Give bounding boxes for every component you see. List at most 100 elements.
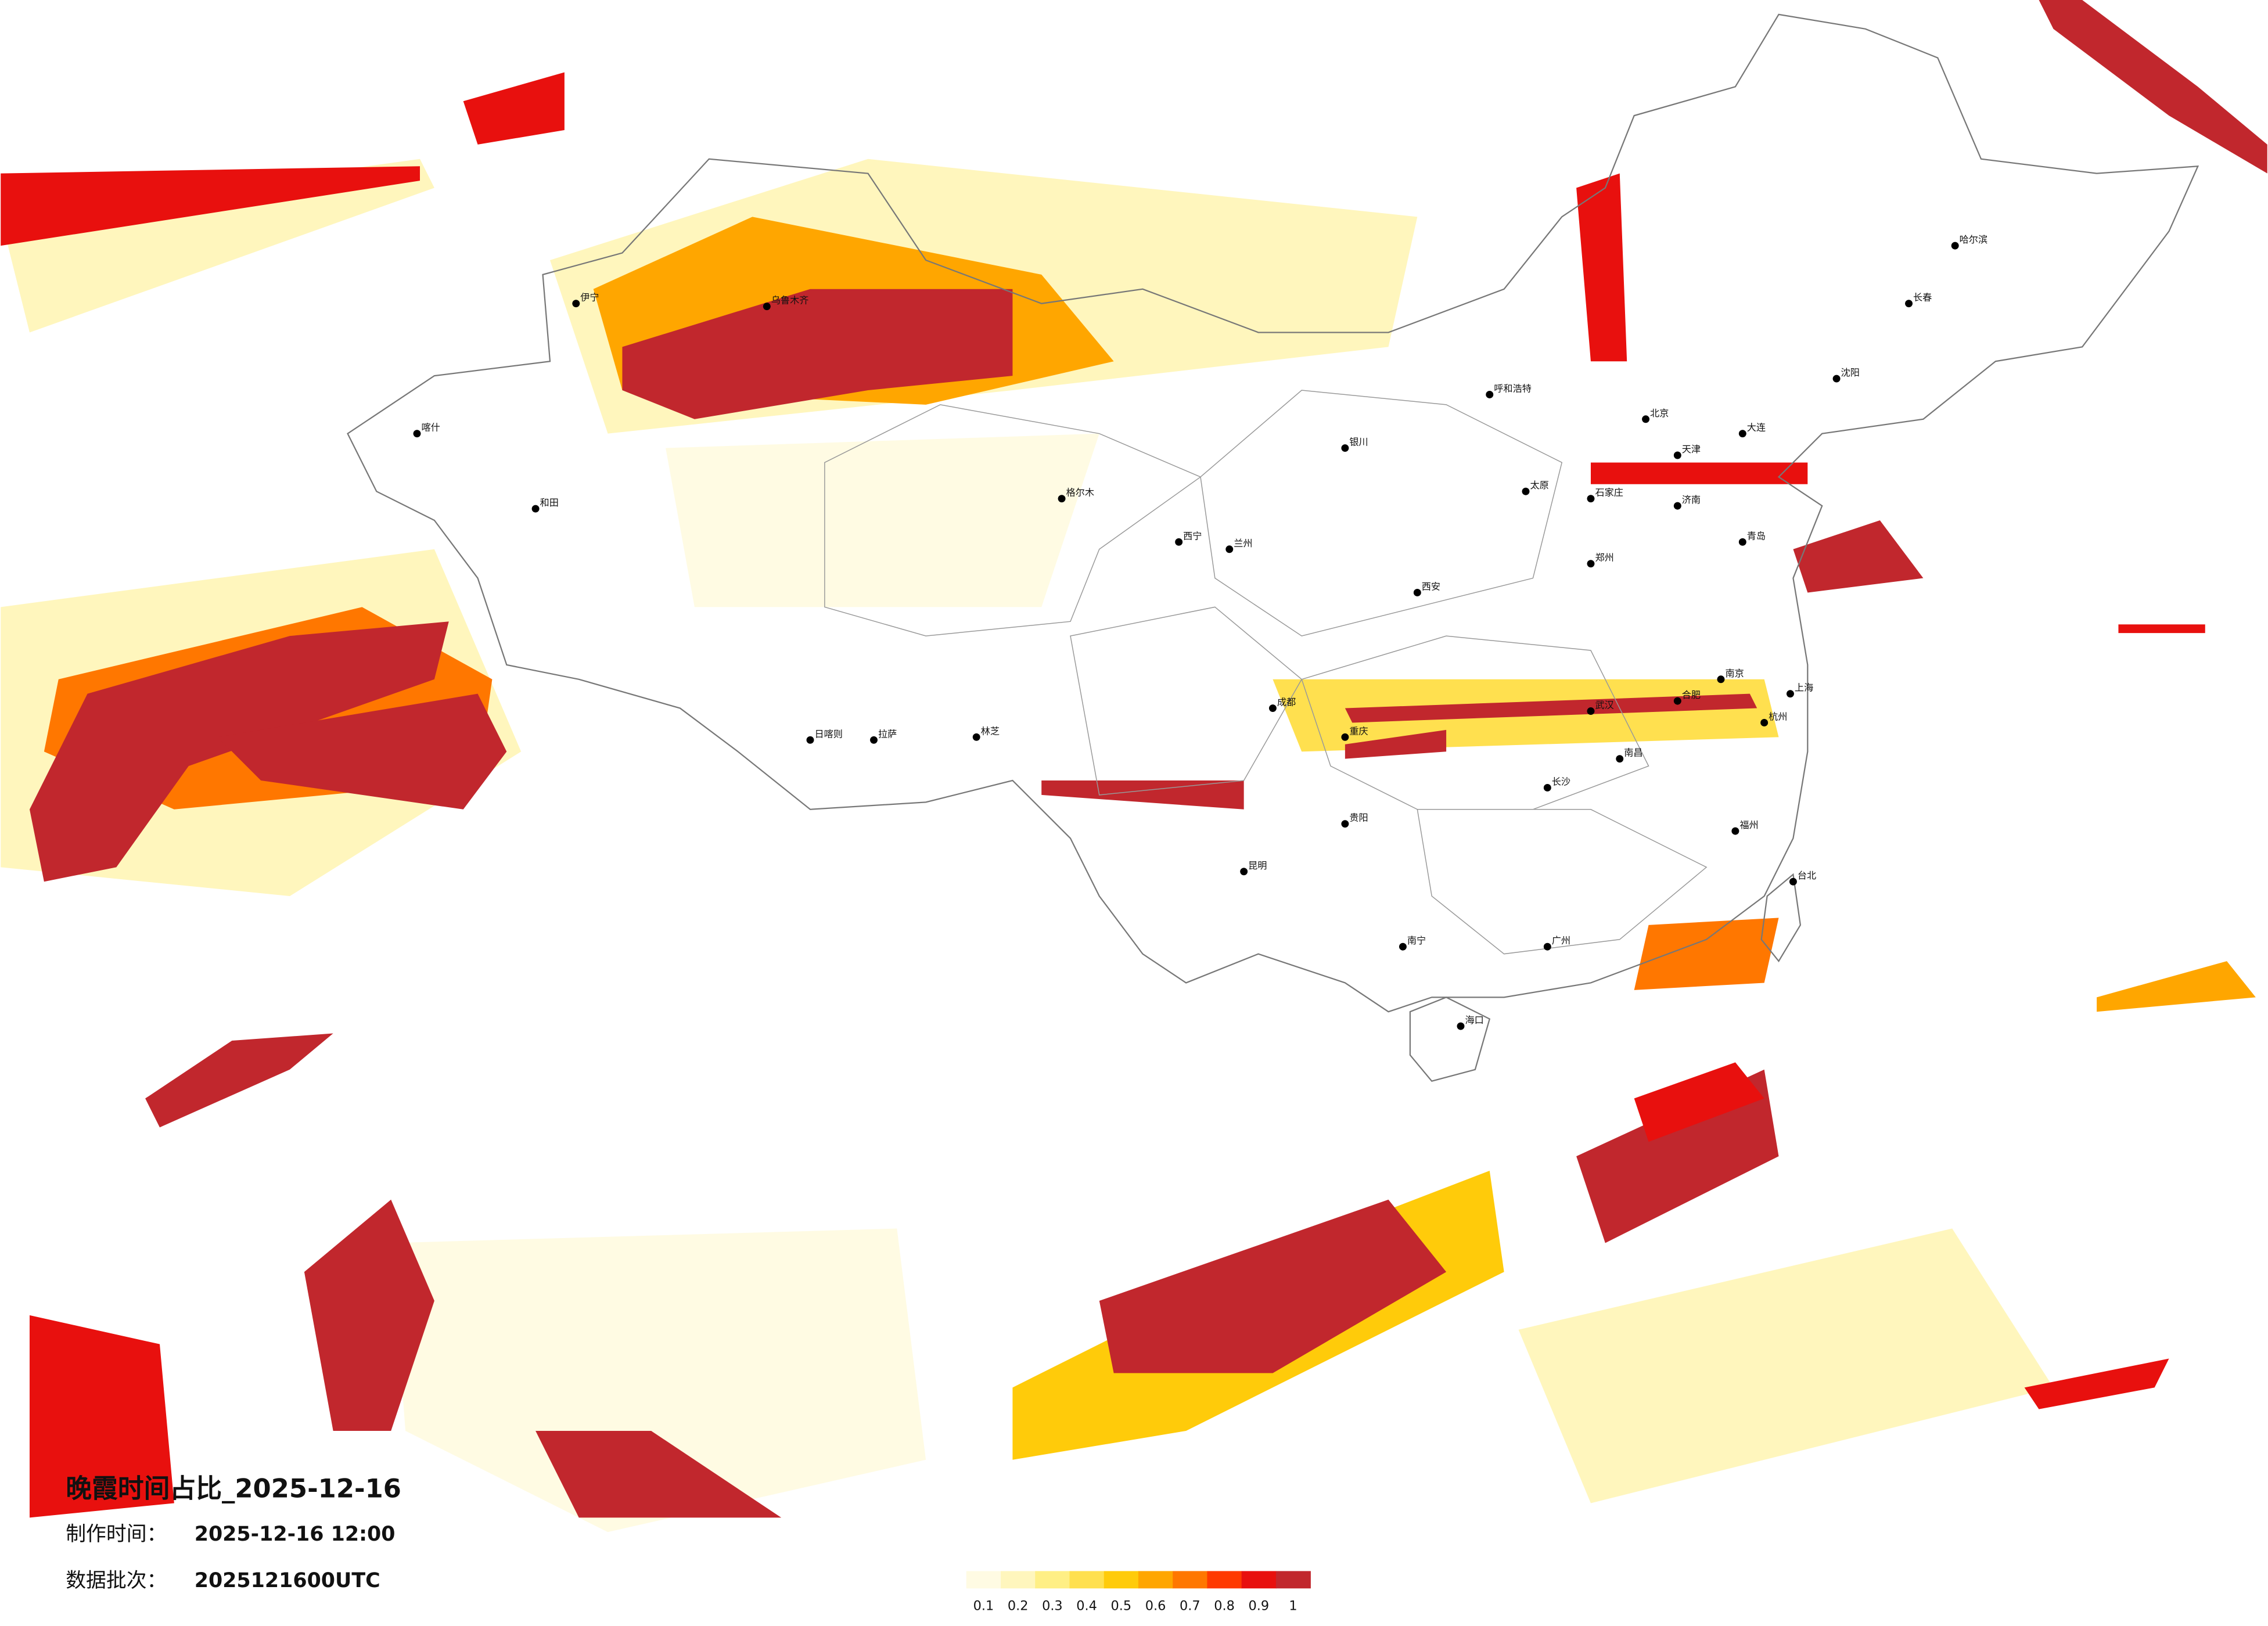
cities: 北京 天津 上海 南京 武汉 成都 重庆 西安 兰州 西宁 拉萨 乌鲁木齐 哈尔…	[413, 234, 1987, 1030]
city-label: 南宁	[1407, 935, 1426, 946]
city-dot	[1738, 430, 1746, 438]
colorbar-tick-label: 0.2	[1008, 1599, 1029, 1614]
city-dot	[572, 300, 580, 308]
city-label: 西宁	[1183, 530, 1202, 541]
city-label: 南京	[1725, 668, 1744, 679]
city-dot	[972, 733, 980, 741]
taiwan-outline	[1760, 873, 1802, 963]
city-label: 石家庄	[1595, 487, 1623, 498]
colorbar-cell	[966, 1571, 1001, 1589]
colorbar-tick-label: 0.7	[1180, 1599, 1201, 1614]
city: 沈阳	[1832, 367, 1860, 383]
country-outline	[347, 13, 2199, 1013]
heat-areas	[1, 0, 2267, 1533]
city-label: 杭州	[1769, 711, 1787, 722]
city: 和田	[531, 497, 559, 513]
city-label: 沈阳	[1841, 367, 1860, 378]
city-label: 武汉	[1595, 700, 1613, 711]
area	[1590, 462, 1808, 484]
area	[1634, 918, 1779, 990]
area	[1345, 729, 1447, 759]
city-label: 乌鲁木齐	[771, 295, 809, 306]
area	[1099, 1199, 1447, 1373]
area	[622, 289, 1013, 419]
colorbar-tick-label: 0.5	[1111, 1599, 1132, 1614]
city-dot	[1399, 942, 1407, 951]
city-dot	[1341, 444, 1349, 452]
colorbar-cell	[1069, 1571, 1105, 1589]
colorbar-tick-label: 0.8	[1214, 1599, 1235, 1614]
colorbar-tick-label: 0.3	[1042, 1599, 1063, 1614]
city-label: 济南	[1682, 494, 1701, 505]
area	[535, 1431, 782, 1518]
batch-label: 数据批次：	[66, 1569, 167, 1592]
city-label: 大连	[1747, 422, 1766, 433]
area	[2024, 1358, 2169, 1409]
city: 杭州	[1760, 711, 1787, 726]
area	[217, 693, 507, 810]
city-dot	[806, 736, 814, 744]
city-dot	[1543, 783, 1551, 792]
city-dot	[413, 430, 421, 438]
city-dot	[1058, 495, 1066, 503]
city: 林芝	[972, 725, 1000, 741]
city: 海口	[1457, 1015, 1484, 1030]
city: 长春	[1905, 292, 1932, 308]
colorbar-cell	[1138, 1571, 1173, 1589]
city-dot	[1832, 375, 1841, 383]
colorbar-cell	[1275, 1571, 1311, 1589]
made-time-label: 制作时间：	[66, 1523, 167, 1546]
city: 合肥	[1673, 689, 1701, 705]
batch: 2025121600UTC	[195, 1569, 380, 1592]
city: 郑州	[1587, 552, 1614, 568]
city-label: 福州	[1739, 819, 1758, 830]
area	[2039, 0, 2267, 174]
city-label: 拉萨	[878, 728, 897, 739]
city-dot	[1175, 538, 1183, 546]
city-dot	[1738, 538, 1746, 546]
colorbar-tick-label: 0.4	[1076, 1599, 1097, 1614]
city-label: 林芝	[981, 725, 1000, 736]
city: 上海	[1786, 682, 1813, 698]
colorbar-cell	[1207, 1571, 1242, 1589]
area	[1634, 1062, 1764, 1142]
area	[1793, 520, 1924, 593]
city-label: 日喀则	[814, 728, 842, 739]
city-dot	[1673, 502, 1681, 510]
city-label: 哈尔滨	[1960, 234, 1987, 245]
city-label: 郑州	[1595, 552, 1613, 563]
city-dot	[1341, 820, 1349, 828]
area	[1, 166, 420, 246]
city-dot	[1457, 1022, 1465, 1030]
city: 格尔木	[1058, 487, 1094, 503]
city-dot	[1522, 487, 1530, 495]
city: 日喀则	[806, 728, 843, 744]
area	[1576, 1069, 1779, 1243]
colorbar-cell	[1035, 1571, 1070, 1589]
area	[1041, 780, 1244, 810]
city-dot	[1341, 733, 1349, 741]
city-label: 兰州	[1234, 538, 1252, 549]
area	[1518, 1228, 2054, 1503]
city-label: 太原	[1530, 480, 1548, 491]
city: 喀什	[413, 422, 440, 438]
city-label: 银川	[1349, 437, 1368, 448]
city: 大连	[1738, 422, 1766, 438]
city-dot	[1905, 300, 1913, 308]
city-dot	[1673, 697, 1681, 705]
area	[463, 72, 565, 145]
city-label: 南昌	[1624, 747, 1642, 758]
city-label: 台北	[1798, 870, 1816, 881]
city: 济南	[1673, 494, 1701, 510]
hainan-outline	[1409, 997, 1491, 1082]
area	[2118, 624, 2205, 634]
map-title: 晚霞时间占比_2025-12-16	[66, 1473, 401, 1503]
city-dot	[1717, 675, 1725, 684]
colorbar-tick-label: 0.6	[1145, 1599, 1166, 1614]
city: 太原	[1522, 480, 1549, 495]
city-dot	[1786, 690, 1794, 698]
city: 西安	[1413, 581, 1440, 596]
city: 贵阳	[1341, 812, 1368, 828]
colorbar-tick-label: 0.9	[1248, 1599, 1269, 1614]
